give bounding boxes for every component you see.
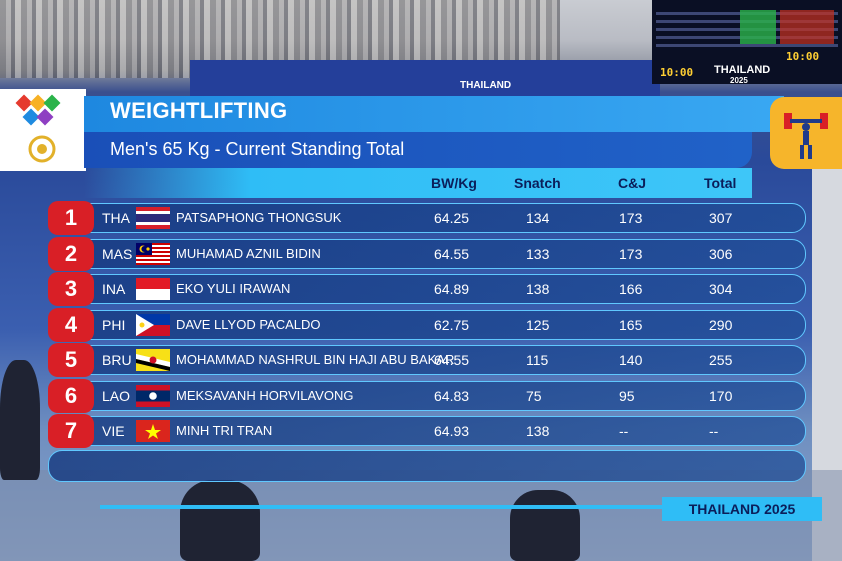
bodyweight-value: 62.75: [434, 317, 470, 333]
snatch-value: 75: [526, 388, 542, 404]
bodyweight-value: 64.93: [434, 423, 470, 439]
arena-scoreboard: [652, 0, 842, 84]
snatch-value: 138: [526, 281, 550, 297]
cj-value: 166: [619, 281, 643, 297]
total-value: 255: [709, 352, 733, 368]
total-value: --: [709, 423, 719, 439]
bodyweight-value: 64.25: [434, 210, 470, 226]
total-value: 307: [709, 210, 733, 226]
table-row: [48, 203, 806, 233]
country-code: LAO: [102, 388, 131, 404]
official-figure: [510, 490, 580, 561]
spectator-figure: [0, 360, 40, 480]
rank-badge: 7: [48, 414, 94, 448]
malaysia-flag-icon: [136, 243, 170, 265]
bodyweight-value: 64.55: [434, 352, 470, 368]
cj-value: 95: [619, 388, 635, 404]
table-row: [48, 381, 806, 411]
scoreboard-brand: THAILAND: [714, 64, 771, 76]
thailand-flag-icon: [136, 207, 170, 229]
athlete-name: MINH TRI TRAN: [176, 423, 273, 438]
arena-banner: THAILAND: [190, 60, 660, 96]
rank-badge: 6: [48, 379, 94, 413]
total-value: 304: [709, 281, 733, 297]
column-header-bar: [84, 168, 752, 198]
athlete-name: MEKSAVANH HORVILAVONG: [176, 388, 354, 403]
athlete-name: EKO YULI IRAWAN: [176, 281, 291, 296]
scoreboard-clock: 10:00: [660, 66, 694, 79]
philippines-flag-icon: [136, 314, 170, 336]
games-logo: [0, 89, 86, 171]
cj-value: 165: [619, 317, 643, 333]
snatch-value: 125: [526, 317, 550, 333]
arena-banner-text: THAILAND: [460, 80, 512, 91]
brunei-flag-icon: [136, 349, 170, 371]
rank-badge: 4: [48, 308, 94, 342]
empty-row: [48, 450, 806, 482]
rank-badge: 1: [48, 201, 94, 235]
table-row: [48, 239, 806, 269]
table-row: [48, 416, 806, 446]
sea-games-logo-icon: [15, 94, 61, 163]
athlete-name: MOHAMMAD NASHRUL BIN HAJI ABU BAKAR: [176, 352, 455, 367]
event-title: WEIGHTLIFTING: [110, 98, 288, 123]
table-row: [48, 310, 806, 340]
header-total: Total: [704, 175, 737, 191]
country-code: BRU: [102, 352, 132, 368]
header-bw: BW/Kg: [431, 175, 477, 191]
snatch-value: 133: [526, 246, 550, 262]
official-figure: [180, 480, 260, 561]
country-code: PHI: [102, 317, 126, 333]
country-code: VIE: [102, 423, 125, 439]
title-bar: [84, 96, 784, 132]
bodyweight-value: 64.55: [434, 246, 470, 262]
subtitle-bar: [84, 132, 752, 168]
event-subtitle: Men's 65 Kg - Current Standing Total: [110, 139, 405, 159]
laos-flag-icon: [136, 385, 170, 407]
country-code: THA: [102, 210, 130, 226]
country-code: MAS: [102, 246, 133, 262]
vietnam-flag-icon: [136, 420, 170, 442]
header-snatch: Snatch: [514, 175, 561, 191]
athlete-name: DAVE LLYOD PACALDO: [176, 317, 321, 332]
rank-badge: 3: [48, 272, 94, 306]
footer-line: [100, 505, 700, 509]
cj-value: --: [619, 423, 629, 439]
header-cj: C&J: [618, 175, 647, 191]
scoreboard-clock-right: 10:00: [786, 50, 820, 63]
cj-value: 173: [619, 246, 643, 262]
country-code: INA: [102, 281, 126, 297]
total-value: 290: [709, 317, 733, 333]
cj-value: 140: [619, 352, 643, 368]
athlete-name: PATSAPHONG THONGSUK: [176, 210, 342, 225]
total-value: 306: [709, 246, 733, 262]
weightlifting-icon: [770, 97, 842, 169]
bodyweight-value: 64.83: [434, 388, 470, 404]
total-value: 170: [709, 388, 733, 404]
bodyweight-value: 64.89: [434, 281, 470, 297]
table-row: [48, 274, 806, 304]
rank-badge: 2: [48, 237, 94, 271]
cj-value: 173: [619, 210, 643, 226]
snatch-value: 134: [526, 210, 550, 226]
scoreboard-year: 2025: [730, 76, 748, 85]
athlete-name: MUHAMAD AZNIL BIDIN: [176, 246, 321, 261]
snatch-value: 138: [526, 423, 550, 439]
indonesia-flag-icon: [136, 278, 170, 300]
snatch-value: 115: [526, 352, 549, 368]
table-row: [48, 345, 806, 375]
footer-brand: THAILAND 2025: [662, 497, 822, 521]
rank-badge: 5: [48, 343, 94, 377]
